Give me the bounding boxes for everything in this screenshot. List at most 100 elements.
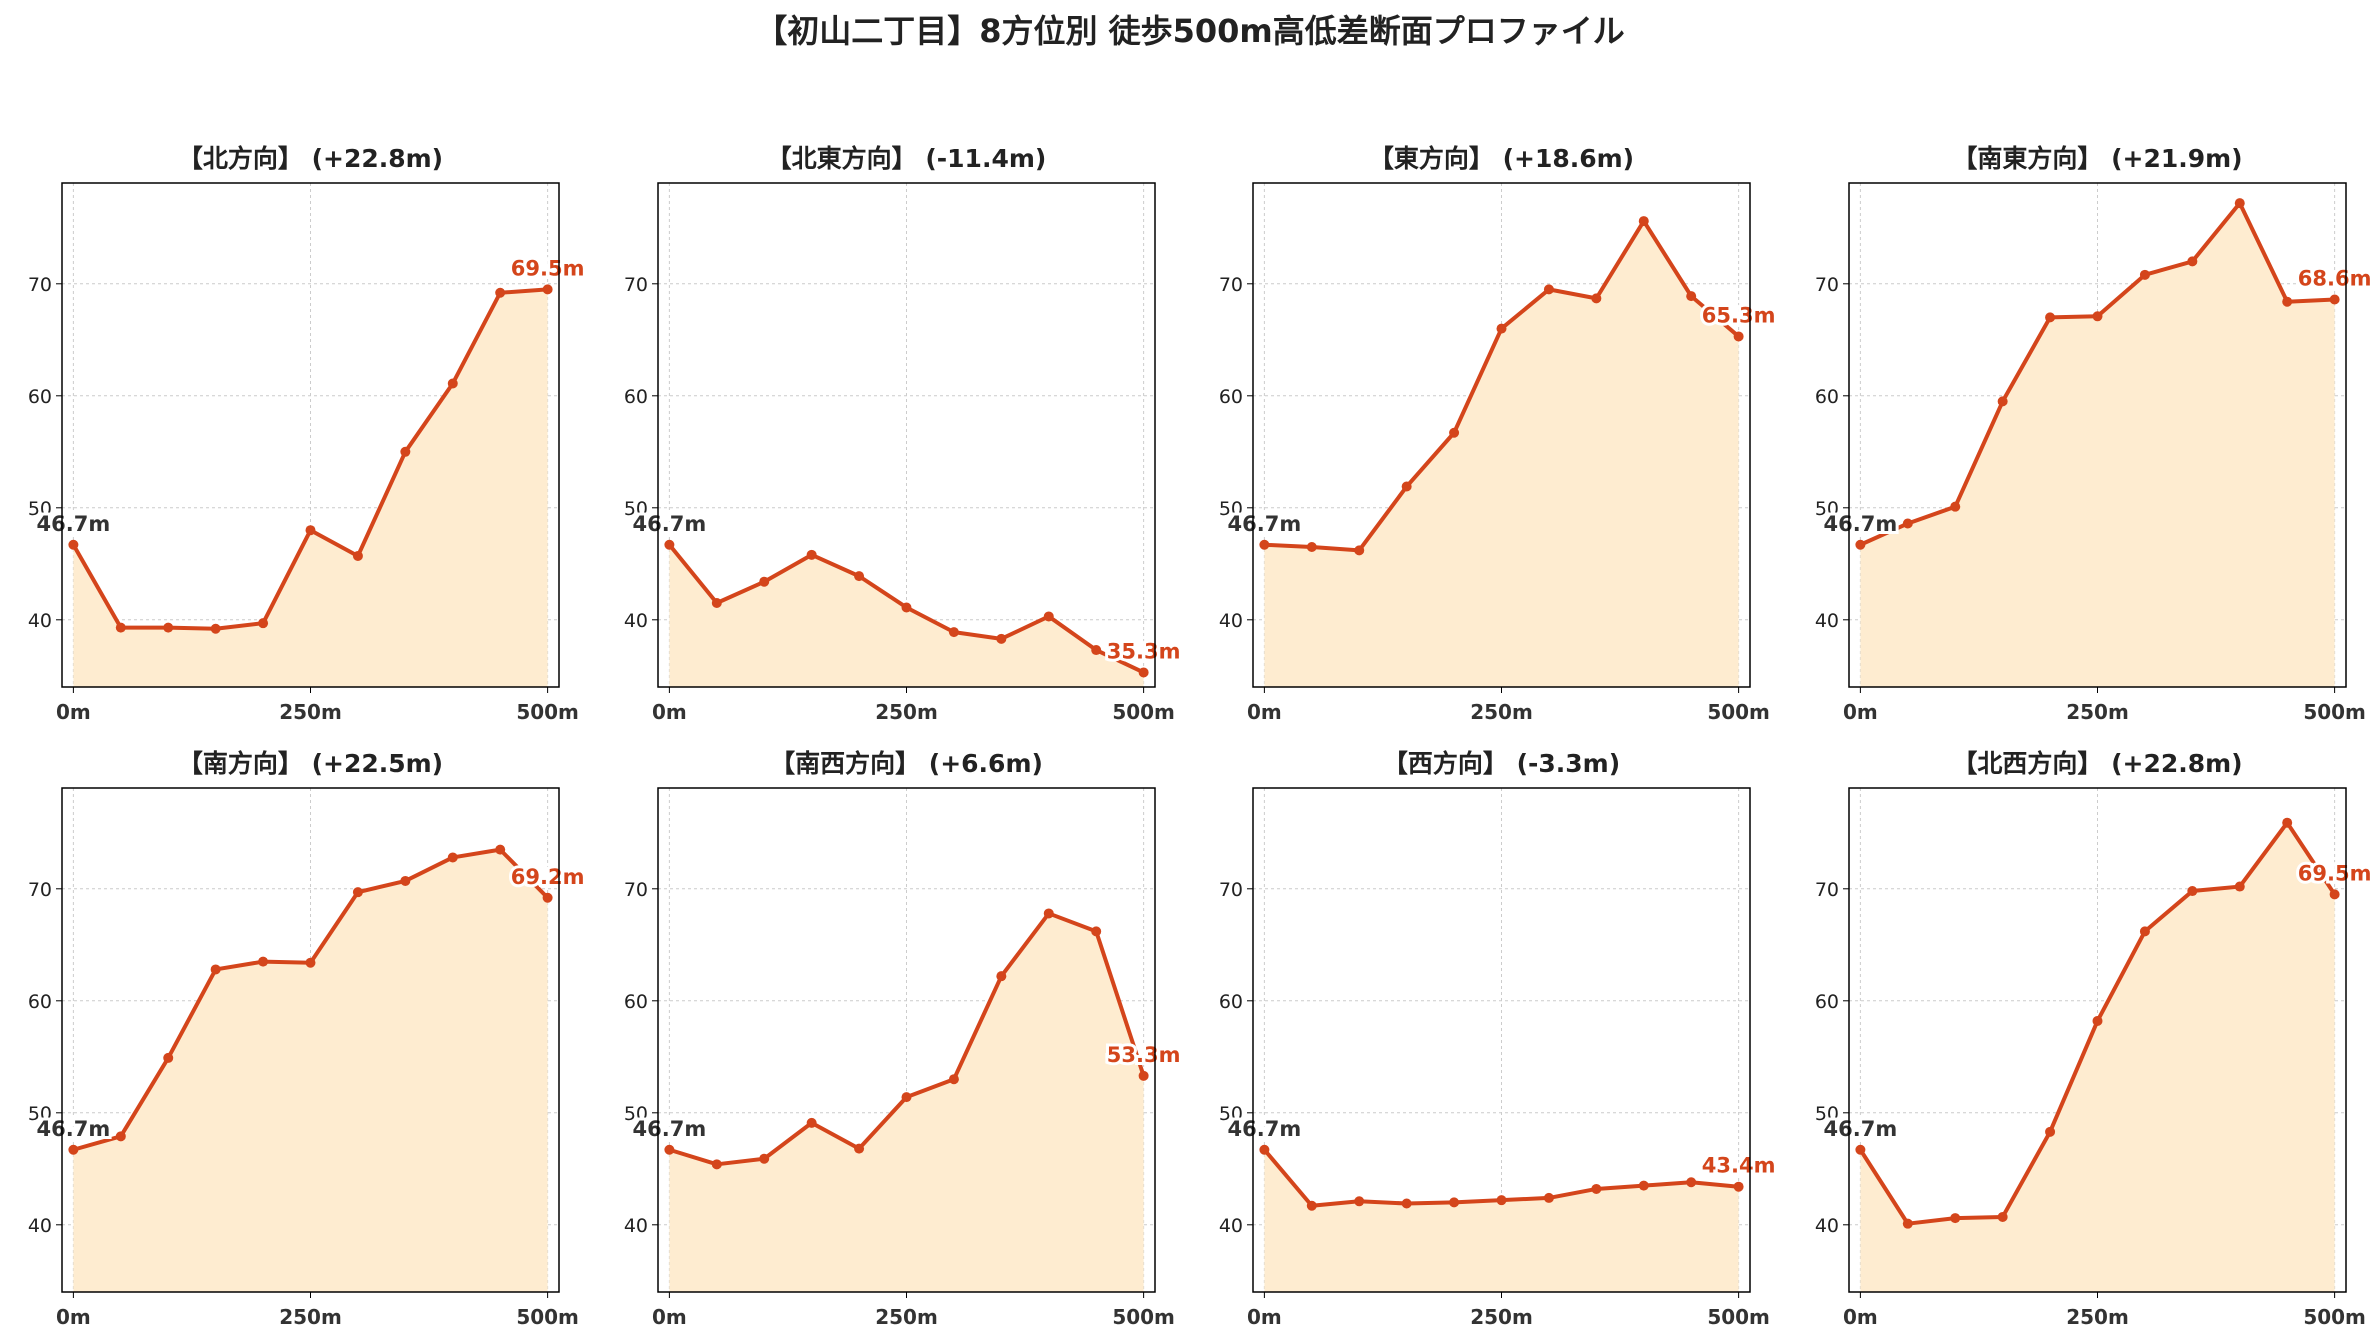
x-tick-label: 500m [2303,1305,2366,1329]
data-point [210,623,221,634]
y-tick-label: 40 [28,1215,52,1237]
y-tick-label: 60 [1815,991,1839,1013]
area-fill [73,849,548,1292]
y-tick-label: 40 [1219,610,1243,632]
data-point [1091,645,1102,656]
data-point [1043,611,1054,622]
data-point [447,378,458,389]
axes-frame [1848,787,2347,1293]
data-point [163,622,174,633]
data-point [2282,296,2293,307]
data-point [1259,1144,1270,1155]
area-fill [73,289,548,687]
data-point [854,1143,865,1154]
axes-frame [1848,182,2347,688]
data-point [948,1074,959,1085]
data-point [2329,294,2340,305]
data-point [352,550,363,561]
axes-frame [657,787,1156,1293]
data-point [352,887,363,898]
data-point [1686,291,1697,302]
data-point [2045,312,2056,323]
y-tick-label: 60 [28,991,52,1013]
panel-title: 【北方向】 (+22.8m) [178,144,443,173]
data-point [1354,545,1365,556]
area-fill [1860,822,2335,1292]
data-point [400,446,411,457]
end-label: 43.4m [1702,1154,1776,1178]
x-tick-label: 0m [56,1305,91,1329]
data-point [1138,667,1149,678]
data-point [1591,1183,1602,1194]
start-label: 46.7m [1228,1117,1302,1141]
data-point [2092,1015,2103,1026]
x-tick-label: 500m [516,1305,579,1329]
axes-frame [1252,787,1751,1293]
y-tick-label: 70 [28,274,52,296]
data-point [1855,1144,1866,1155]
area-fill [1264,221,1739,687]
y-tick-label: 40 [1815,1215,1839,1237]
data-point [1902,518,1913,529]
start-label: 46.7m [37,1117,111,1141]
data-point [1401,481,1412,492]
data-point [1997,1211,2008,1222]
area-fill [1860,203,2335,687]
panel-7: 【北西方向】 (+22.8m) 40 50 60 70 0m 250m 500m 46.7m 69… [1815,749,2375,1329]
data-point [1543,284,1554,295]
x-tick-label: 250m [875,1305,938,1329]
end-label: 68.6m [2298,266,2372,290]
data-point [1449,1197,1460,1208]
y-tick-label: 70 [624,274,648,296]
data-point [854,571,865,582]
y-tick-label: 50 [1219,1103,1243,1125]
y-tick-label: 70 [1815,879,1839,901]
area-fill [1264,1149,1739,1292]
y-tick-label: 40 [1815,610,1839,632]
data-point [1496,323,1507,334]
end-label: 69.5m [2298,861,2372,885]
end-label: 65.3m [1702,303,1776,327]
data-point [68,1144,79,1155]
data-point [2282,817,2293,828]
data-point [1638,1180,1649,1191]
data-point [711,598,722,608]
x-tick-label: 500m [1112,700,1175,724]
data-point [115,1131,126,1142]
axes-frame [61,787,560,1293]
data-point [1997,396,2008,407]
y-tick-label: 50 [1815,498,1839,520]
y-tick-label: 60 [1815,386,1839,408]
data-point [495,844,506,855]
x-tick-label: 250m [279,1305,342,1329]
y-tick-label: 60 [1219,386,1243,408]
data-point [901,1092,912,1103]
x-tick-label: 500m [1707,1305,1770,1329]
data-point [1591,293,1602,304]
data-point [305,957,316,968]
y-tick-label: 70 [1219,274,1243,296]
data-point [2329,889,2340,900]
data-point [447,852,458,863]
x-tick-label: 500m [1707,700,1770,724]
data-point [2045,1126,2056,1137]
x-tick-label: 500m [2303,700,2366,724]
end-label: 53.3m [1107,1043,1181,1067]
data-point [1638,216,1649,227]
data-point [68,539,79,550]
data-point [1686,1177,1697,1188]
axes-frame [1252,182,1751,688]
panel-5: 【南西方向】 (+6.6m) 40 50 60 70 0m 250m 500m 46.7m 53.… [624,749,1184,1329]
data-point [2187,886,2198,897]
data-point [1950,501,1961,512]
data-point [210,964,221,975]
x-tick-label: 250m [1470,1305,1533,1329]
start-label: 46.7m [633,1117,707,1141]
y-tick-label: 40 [1219,1215,1243,1237]
data-point [495,287,506,298]
y-tick-label: 40 [624,610,648,632]
x-tick-label: 0m [652,1305,687,1329]
data-point [1543,1192,1554,1203]
